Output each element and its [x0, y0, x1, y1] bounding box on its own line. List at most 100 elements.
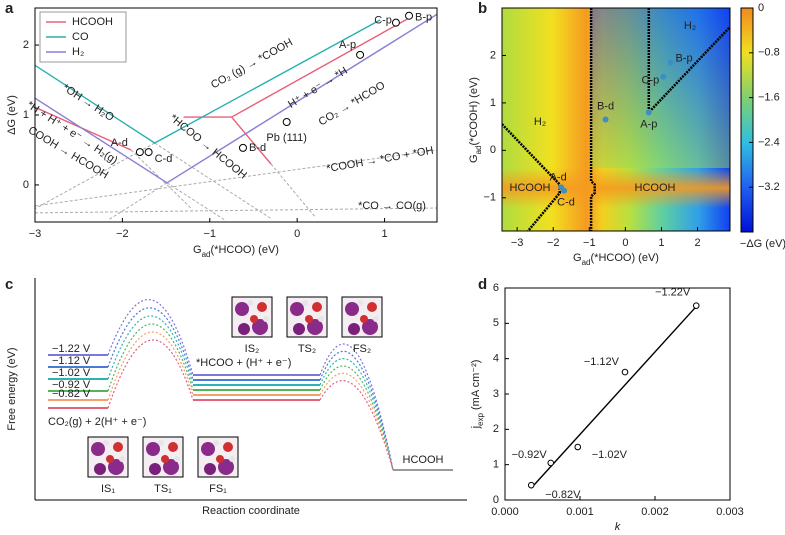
transition-arc [319, 372, 394, 471]
data-point [144, 148, 153, 157]
colorbar-label: −ΔG (eV) [740, 238, 785, 250]
structure-atom [158, 440, 164, 446]
x-tick-label: −2 [116, 228, 129, 240]
structure-atom [223, 442, 233, 452]
x-tick-label: −1 [204, 228, 217, 240]
data-point [602, 116, 609, 123]
y-tick-label: 3 [493, 388, 499, 400]
data-point [135, 148, 144, 157]
structure-atom [302, 300, 308, 306]
structure-atom [201, 442, 215, 456]
label-part: j [470, 426, 482, 429]
structure-atom [213, 440, 219, 446]
structure-atom [161, 455, 169, 463]
structure-atom [263, 316, 269, 322]
data-point [645, 109, 652, 116]
legend-label: H₂ [72, 46, 84, 58]
structure-atom [229, 456, 235, 462]
panel-letter: c [5, 276, 13, 293]
structure-atom [318, 316, 324, 322]
y-tick-label: 1 [23, 109, 29, 121]
x-tick-label: 1 [658, 237, 664, 249]
structure-atom [204, 463, 216, 475]
structure-atom [307, 319, 323, 335]
point-label: C-d [155, 153, 173, 165]
structure-atom [362, 319, 378, 335]
y-tick-label: 2 [490, 49, 496, 61]
state-label: HCOOH [403, 454, 444, 466]
structure-atom [174, 456, 180, 462]
point-label: C-p [642, 75, 660, 87]
label-part: (*HCOO) (eV) [211, 244, 279, 256]
x-tick-label: −3 [511, 237, 524, 249]
x-axis-label: k [615, 521, 621, 533]
y-tick-label: 4 [493, 353, 499, 365]
structure-atom [113, 442, 123, 452]
point-label: B-p [675, 52, 692, 64]
level-label: −1.12 V [52, 355, 91, 367]
label-part: (*HCOO) (eV) [591, 252, 659, 264]
transition-arc [319, 365, 394, 471]
y-tick-label: 0 [490, 144, 496, 156]
state-label: *HCOO + (H⁺ + e⁻) [196, 357, 291, 369]
region-label: H₂ [534, 116, 546, 128]
heatmap-field [590, 8, 730, 168]
point-label: −1.12V [584, 356, 620, 368]
structure-atom [250, 315, 258, 323]
x-axis-label: Gad(*HCOO) (eV) [573, 252, 659, 267]
structure-label: FS₂ [353, 343, 371, 355]
y-tick-label: −2.4 [758, 136, 780, 148]
x-tick-label: 0.000 [491, 506, 519, 518]
transition-arc [107, 315, 194, 386]
data-point [667, 59, 674, 66]
point-label: −0.92V [512, 449, 548, 461]
structure-label: IS₂ [245, 343, 260, 355]
y-tick-label: −3.2 [758, 181, 780, 193]
panel-letter: b [478, 0, 487, 17]
transition-arc [107, 307, 194, 381]
region-label: H₂ [684, 20, 696, 32]
point-label: B-p [415, 12, 432, 24]
annotation: *COOH → *CO + *OH [326, 145, 435, 176]
x-tick-label: 0 [294, 228, 300, 240]
label-part: G [573, 252, 582, 264]
data-point [391, 18, 400, 27]
legend-label: HCOOH [72, 16, 113, 28]
data-point [561, 187, 568, 194]
region-label: HCOOH [510, 182, 551, 194]
region-boundary [589, 8, 596, 231]
point-label: A-p [640, 118, 657, 130]
region-label: HCOOH [635, 182, 676, 194]
structure-atom [348, 323, 360, 335]
data-point [621, 368, 629, 376]
structure-atom [290, 302, 304, 316]
reference-line [154, 142, 272, 219]
series-line [35, 13, 437, 184]
data-point [692, 302, 700, 309]
state-label: CO₂(g) + 2(H⁺ + e⁻) [48, 416, 146, 428]
data-point [547, 459, 555, 467]
x-tick-label: −2 [547, 237, 560, 249]
legend-label: CO [72, 31, 89, 43]
structure-atom [235, 302, 249, 316]
label-part: exp [476, 413, 485, 426]
structure-atom [163, 459, 179, 475]
x-tick-label: 0.002 [641, 506, 669, 518]
point-label: Pb (111) [266, 132, 307, 144]
x-tick-label: −3 [29, 228, 42, 240]
transition-arc [319, 343, 394, 471]
x-tick-label: 0.001 [566, 506, 594, 518]
data-point [405, 11, 414, 20]
data-point [238, 143, 247, 152]
structure-atom [312, 302, 322, 312]
series-line [35, 19, 381, 144]
structure-atom [367, 302, 377, 312]
y-tick-label: 0 [758, 2, 764, 14]
point-label: B-d [249, 142, 266, 154]
panel-letter: d [478, 276, 487, 293]
structure-atom [305, 315, 313, 323]
reference-line [270, 163, 316, 217]
level-label: −0.92 V [52, 379, 91, 391]
structure-atom [357, 300, 363, 306]
structure-atom [238, 323, 250, 335]
